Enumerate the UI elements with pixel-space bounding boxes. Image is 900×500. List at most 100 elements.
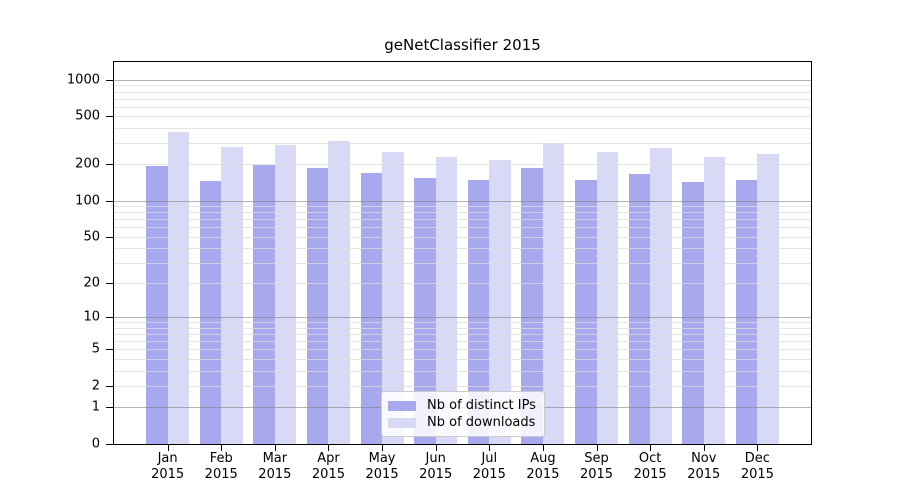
minor-gridline (114, 341, 811, 343)
minor-gridline (114, 322, 811, 324)
y-axis-tick (106, 386, 113, 387)
bar-jun-distinct-ips (414, 177, 436, 444)
x-axis-tick (757, 445, 758, 451)
minor-gridline (114, 283, 811, 285)
minor-gridline (114, 370, 811, 372)
x-tick-label: Jul 2015 (472, 451, 506, 482)
bar-apr-distinct-ips (307, 168, 329, 444)
x-axis-tick (650, 445, 651, 451)
x-tick-label: Apr 2015 (311, 451, 345, 482)
legend-item: Nb of distinct IPs (388, 397, 538, 414)
x-tick-label: Feb 2015 (204, 451, 238, 482)
minor-gridline (114, 91, 811, 93)
legend-color-swatch (388, 400, 416, 411)
x-tick-label: Mar 2015 (258, 451, 292, 482)
y-axis-tick (106, 164, 113, 165)
x-axis-tick (543, 445, 544, 451)
bar-dec-distinct-ips (735, 180, 758, 444)
minor-gridline (114, 227, 811, 229)
y-tick-label: 5 (91, 341, 100, 357)
x-axis-tick (221, 445, 222, 451)
x-axis-tick (275, 445, 276, 451)
x-axis-tick (597, 445, 598, 451)
y-tick-label: 1000 (66, 72, 100, 88)
y-axis-tick (106, 80, 113, 81)
minor-gridline (114, 212, 811, 214)
bar-sep-distinct-ips (575, 179, 597, 444)
legend-label: Nb of distinct IPs (427, 398, 536, 413)
bar-feb-distinct-ips (199, 180, 222, 444)
y-tick-label: 1 (91, 399, 100, 415)
y-axis-tick (106, 283, 113, 284)
x-tick-label: Nov 2015 (687, 451, 721, 482)
x-axis-tick (168, 445, 169, 451)
x-axis-tick (382, 445, 383, 451)
y-tick-label: 0 (91, 436, 100, 451)
bar-mar-downloads (274, 145, 297, 444)
minor-gridline (114, 127, 811, 129)
plot-area (113, 61, 812, 445)
x-axis-tick (489, 445, 490, 451)
bar-mar-distinct-ips (253, 164, 275, 444)
minor-gridline (114, 143, 811, 145)
y-axis-tick (106, 407, 113, 408)
y-tick-label: 2 (91, 378, 100, 394)
bar-nov-downloads (703, 156, 726, 444)
y-axis-tick (106, 349, 113, 350)
major-gridline (114, 317, 811, 319)
bar-oct-downloads (650, 147, 672, 444)
minor-gridline (114, 349, 811, 351)
y-axis-tick (106, 201, 113, 202)
bar-jan-distinct-ips (146, 166, 168, 444)
bar-dec-downloads (757, 153, 779, 444)
bar-aug-downloads (542, 143, 565, 444)
minor-gridline (114, 236, 811, 238)
x-tick-label: Dec 2015 (740, 451, 774, 482)
minor-gridline (114, 385, 811, 387)
minor-gridline (114, 85, 811, 87)
major-gridline (114, 200, 811, 202)
minor-gridline (114, 164, 811, 166)
minor-gridline (114, 334, 811, 336)
x-axis-tick (328, 445, 329, 451)
y-tick-label: 50 (83, 229, 100, 245)
y-tick-label: 100 (75, 193, 100, 209)
bar-feb-downloads (221, 147, 243, 444)
bar-sep-downloads (596, 152, 618, 444)
y-tick-label: 10 (83, 309, 100, 325)
y-tick-label: 200 (75, 156, 100, 172)
x-tick-label: Jun 2015 (419, 451, 453, 482)
x-axis-tick (704, 445, 705, 451)
y-tick-label: 500 (75, 108, 100, 124)
minor-gridline (114, 206, 811, 208)
bar-jan-downloads (167, 132, 190, 444)
y-axis-tick (106, 116, 113, 117)
bar-jul-downloads (489, 159, 511, 444)
bar-jun-downloads (435, 157, 458, 444)
legend-color-swatch (388, 417, 416, 428)
minor-gridline (114, 248, 811, 250)
chart-legend: Nb of distinct IPs Nb of downloads (381, 391, 545, 437)
bar-nov-distinct-ips (682, 181, 704, 444)
bar-oct-distinct-ips (628, 174, 651, 444)
chart-title: geNetClassifier 2015 (384, 36, 541, 54)
x-tick-label: Jan 2015 (151, 451, 185, 482)
minor-gridline (114, 116, 811, 118)
minor-gridline (114, 98, 811, 100)
minor-gridline (114, 262, 811, 264)
bar-jul-distinct-ips (467, 180, 490, 444)
minor-gridline (114, 327, 811, 329)
y-axis-tick (106, 237, 113, 238)
x-tick-label: Aug 2015 (526, 451, 560, 482)
y-axis-tick (106, 444, 113, 445)
y-axis-tick (106, 317, 113, 318)
x-tick-label: Oct 2015 (633, 451, 667, 482)
minor-gridline (114, 358, 811, 360)
minor-gridline (114, 219, 811, 221)
major-gridline (114, 79, 811, 81)
x-tick-label: Sep 2015 (579, 451, 614, 482)
bar-apr-downloads (328, 140, 350, 444)
minor-gridline (114, 106, 811, 108)
y-tick-label: 20 (83, 275, 100, 291)
